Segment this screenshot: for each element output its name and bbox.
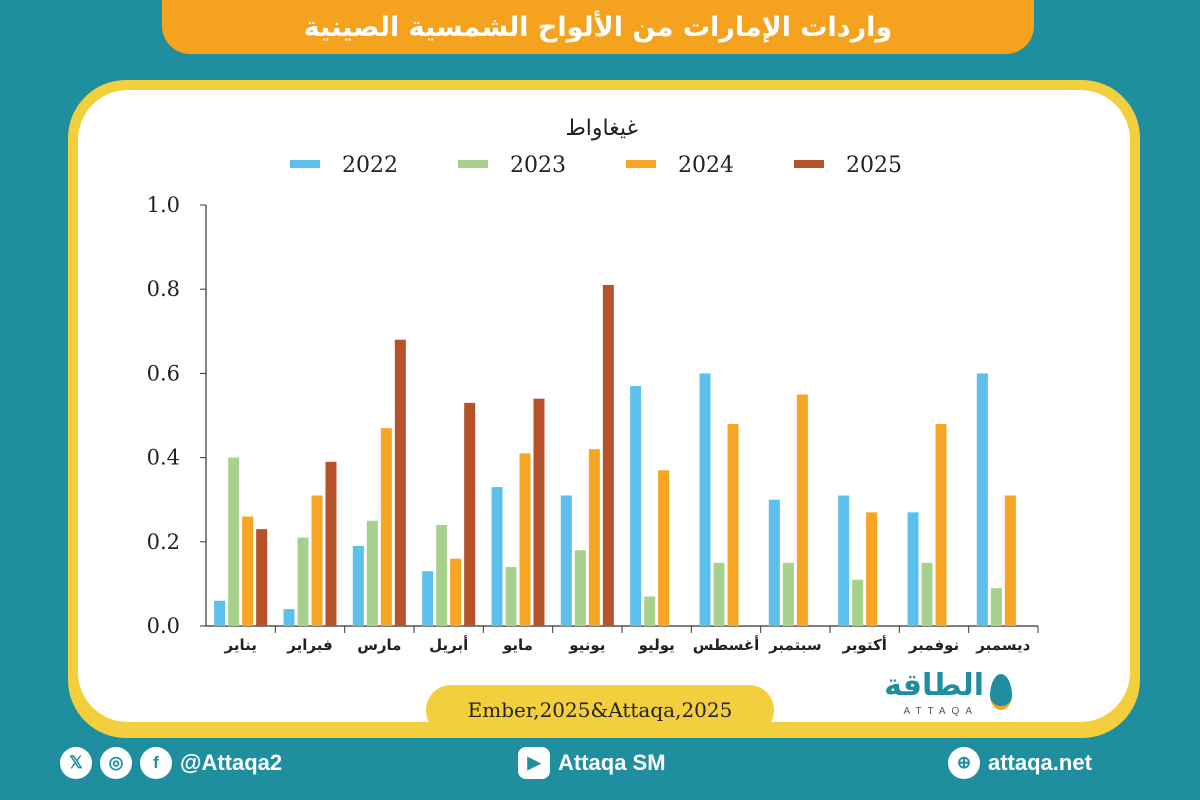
page-title: واردات الإمارات من الألواح الشمسية الصين… (303, 11, 893, 43)
source-text: Ember,2025&Attaqa,2025 (467, 698, 733, 722)
bar-2022-8 (768, 499, 780, 626)
y-tick-label: 0.0 (147, 614, 180, 638)
bar-2022-4 (491, 487, 503, 626)
legend-swatch-2022 (290, 160, 320, 168)
legend-swatch-2025 (794, 160, 824, 168)
website-url: attaqa.net (988, 750, 1092, 775)
bar-2025-1 (325, 461, 337, 626)
bar-2024-3 (450, 558, 462, 626)
x-tick-label: أغسطس (693, 635, 759, 654)
legend-label-2023: 2023 (510, 153, 566, 178)
bar-2024-0 (242, 516, 254, 626)
bar-2023-10 (921, 562, 933, 626)
bar-2022-10 (907, 512, 919, 626)
bar-2024-1 (311, 495, 323, 626)
website-link[interactable]: ⊕ attaqa.net (948, 745, 1092, 781)
y-tick-label: 0.4 (147, 446, 180, 470)
x-tick-label: أكتوبر (841, 635, 886, 654)
youtube-icon: ▶ (518, 747, 550, 779)
logo-text: الطاقة (884, 668, 984, 703)
bar-2023-1 (297, 537, 309, 626)
bar-2025-5 (602, 284, 614, 626)
instagram-icon[interactable]: ◎ (100, 747, 132, 779)
x-tick-label: يوليو (638, 636, 675, 654)
y-tick-label: 0.2 (147, 530, 180, 554)
y-tick-label: 0.8 (147, 277, 180, 301)
x-tick-label: نوفمبر (908, 636, 959, 654)
drop-icon (990, 674, 1012, 710)
bar-2024-10 (935, 423, 947, 626)
bar-2022-5 (560, 495, 572, 626)
bar-2022-1 (283, 609, 295, 626)
y-axis-label: غيغاواط (565, 116, 638, 141)
bar-2022-9 (838, 495, 850, 626)
x-icon[interactable]: 𝕏 (60, 747, 92, 779)
title-banner: واردات الإمارات من الألواح الشمسية الصين… (162, 0, 1034, 54)
social-handle[interactable]: @Attaqa2 (180, 750, 283, 775)
bar-2024-5 (588, 449, 600, 626)
bar-2024-9 (866, 512, 878, 626)
bar-2023-5 (574, 550, 586, 626)
bar-2023-3 (436, 524, 448, 626)
bar-2023-6 (644, 596, 656, 626)
y-tick-label: 0.6 (147, 361, 180, 385)
attaqa-logo: الطاقة ATTAQA (832, 668, 1022, 720)
bar-chart: غيغاواط 2022 2023 2024 2025 0.0 0.2 0.4 0.6 0.8 1.… (147, 116, 1039, 654)
x-tick-label: فبراير (286, 636, 332, 654)
bar-2023-7 (713, 562, 725, 626)
bar-2024-4 (519, 453, 531, 626)
x-tick-label: مارس (357, 636, 401, 654)
bar-2024-6 (658, 470, 670, 626)
bar-2022-6 (630, 386, 642, 626)
bar-2022-3 (422, 571, 434, 626)
y-tick-label: 1.0 (147, 193, 180, 217)
youtube-link[interactable]: ▶ Attaqa SM (518, 745, 666, 781)
bar-2022-11 (976, 373, 988, 626)
bar-2025-3 (464, 402, 476, 626)
bar-2023-2 (366, 520, 378, 626)
bar-2023-8 (782, 562, 794, 626)
x-tick-label: مايو (502, 636, 533, 654)
x-tick-label: يونيو (568, 636, 605, 654)
legend-swatch-2024 (626, 160, 656, 168)
bar-2023-4 (505, 567, 517, 626)
logo-subtext: ATTAQA (903, 706, 978, 717)
globe-icon: ⊕ (948, 747, 980, 779)
bar-2023-0 (228, 457, 240, 626)
bar-2025-2 (394, 339, 406, 626)
source-badge: Ember,2025&Attaqa,2025 (426, 685, 774, 735)
facebook-icon[interactable]: f (140, 747, 172, 779)
bar-2022-0 (214, 600, 226, 626)
x-tick-label: سبتمبر (768, 636, 822, 654)
legend-label-2024: 2024 (678, 153, 734, 178)
bar-2022-2 (352, 546, 364, 626)
legend-label-2025: 2025 (846, 153, 902, 178)
youtube-name: Attaqa SM (558, 750, 666, 775)
bar-2023-11 (990, 588, 1002, 626)
bar-2024-7 (727, 423, 739, 626)
legend-swatch-2023 (458, 160, 488, 168)
social-links: 𝕏 ◎ f @Attaqa2 (60, 745, 282, 781)
x-tick-label: ديسمبر (975, 636, 1030, 654)
bar-2023-9 (852, 579, 864, 626)
bar-2024-11 (1004, 495, 1016, 626)
bar-2025-0 (256, 529, 268, 626)
x-tick-label: أبريل (429, 635, 468, 654)
bar-2022-7 (699, 373, 711, 626)
x-tick-label: يناير (223, 636, 256, 654)
bar-2024-2 (380, 428, 392, 626)
bar-2024-8 (796, 394, 808, 626)
legend-label-2022: 2022 (342, 153, 398, 178)
bar-2025-4 (533, 398, 545, 626)
chart-card: غيغاواط 2022 2023 2024 2025 0.0 0.2 0.4 0.6 0.8 1.… (78, 90, 1130, 722)
